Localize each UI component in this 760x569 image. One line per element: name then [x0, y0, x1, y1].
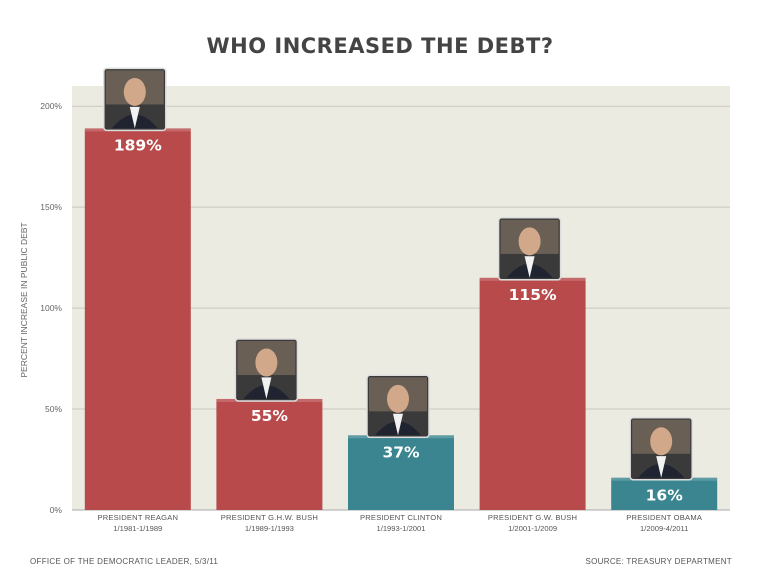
chart-title: WHO INCREASED THE DEBT? — [206, 34, 554, 58]
bar-value-label: 189% — [114, 136, 162, 154]
president-portrait — [103, 67, 167, 132]
president-portrait — [234, 338, 299, 402]
president-portrait — [366, 374, 430, 439]
x-category-label: PRESIDENT CLINTON — [360, 513, 442, 522]
bar-value-label: 37% — [382, 443, 420, 461]
x-term-label: 1/2009-4/2011 — [640, 524, 688, 533]
bar-group: 115% — [479, 217, 586, 510]
y-tick-label: 50% — [45, 404, 62, 414]
bar — [84, 128, 191, 510]
footer-credit: OFFICE OF THE DEMOCRATIC LEADER, 5/3/11 — [30, 557, 219, 566]
bar-group: 55% — [216, 338, 323, 510]
bars: 189% 55% 37% 115% 16% — [84, 67, 718, 510]
x-term-label: 1/2001-1/2009 — [508, 524, 557, 533]
bar-group: 16% — [611, 416, 718, 510]
bar — [348, 435, 454, 510]
bar — [611, 477, 718, 510]
bar-value-label: 115% — [509, 286, 557, 304]
bar-value-label: 55% — [251, 407, 289, 425]
x-term-label: 1/1993-1/2001 — [377, 524, 426, 533]
bar-group: 37% — [348, 374, 454, 510]
bar — [479, 277, 586, 510]
x-axis-labels: PRESIDENT REAGAN 1/1981-1/1989 PRESIDENT G… — [97, 513, 702, 533]
y-axis-ticks: 0% 50% 100% 150% 200% — [40, 101, 62, 515]
footer-source: SOURCE: TREASURY DEPARTMENT — [585, 557, 732, 566]
bar-value-label: 16% — [646, 487, 684, 505]
y-tick-label: 150% — [40, 202, 62, 212]
y-tick-label: 200% — [40, 101, 62, 111]
president-portrait — [497, 217, 562, 281]
x-category-label: PRESIDENT REAGAN — [97, 513, 178, 522]
bar-group: 189% — [84, 67, 191, 510]
x-category-label: PRESIDENT G.W. BUSH — [488, 513, 577, 522]
y-axis-label: PERCENT INCREASE IN PUBLIC DEBT — [19, 222, 29, 377]
y-tick-label: 0% — [50, 505, 63, 515]
bar — [216, 398, 323, 510]
x-term-label: 1/1989-1/1993 — [245, 524, 294, 533]
x-term-label: 1/1981-1/1989 — [113, 524, 162, 533]
y-tick-label: 100% — [40, 303, 62, 313]
x-category-label: PRESIDENT OBAMA — [626, 513, 703, 522]
president-portrait — [629, 416, 693, 481]
x-category-label: PRESIDENT G.H.W. BUSH — [221, 513, 318, 522]
